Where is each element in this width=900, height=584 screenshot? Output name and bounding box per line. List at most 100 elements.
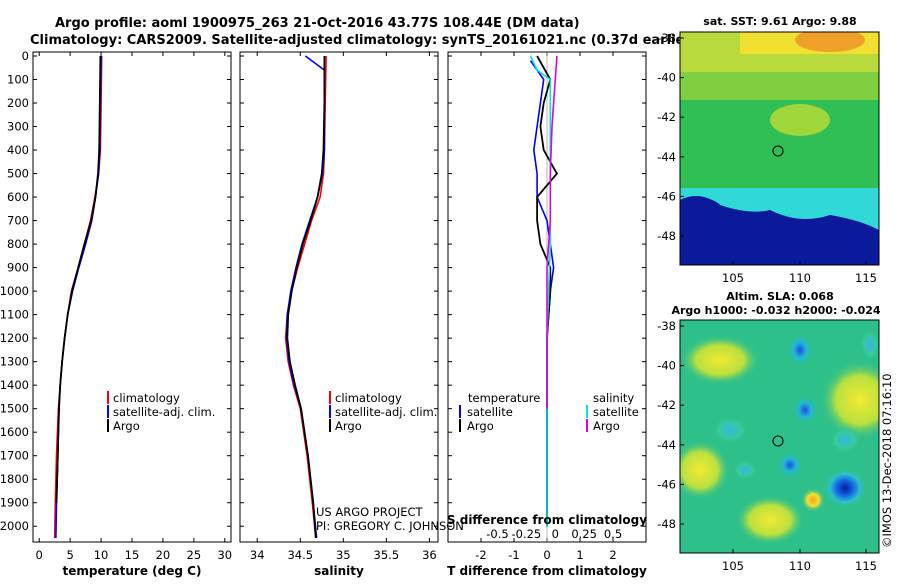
imos-timestamp: ©IMOS 13-Dec-2018 07:16:10 [880, 373, 894, 548]
depth-tick-label: 200 [7, 96, 29, 110]
map-y-tick-label: -46 [657, 189, 676, 203]
depth-tick-label: 1000 [0, 284, 29, 298]
series-line-temperature-profile-2 [55, 55, 102, 503]
depth-tick-label: 1100 [0, 308, 29, 322]
depth-tick-label: 1900 [0, 496, 29, 510]
legend-title-salinity: salinity [593, 391, 634, 405]
sla-map-subtitle: Argo h1000: -0.032 h2000: -0.024 [671, 304, 880, 317]
map-y-tick-label: -40 [657, 359, 676, 373]
salinity-axis-label: salinity [314, 564, 364, 578]
x-tick-label: -1 [508, 548, 519, 562]
depth-tick-label: 1500 [0, 402, 29, 416]
depth-tick-label: 1700 [0, 449, 29, 463]
x-tick-label: 34.5 [287, 548, 313, 562]
depth-tick-label: 400 [7, 143, 29, 157]
sla-map-frame [679, 319, 880, 554]
depth-axis: 0 100 200 300 400 500 600 700 800 900 1000 1100 1200… [0, 49, 646, 533]
map-y-tick-label: -42 [657, 398, 676, 412]
legend-label-t-satellite: satellite [467, 405, 513, 419]
x-tick-label: 34 [250, 548, 265, 562]
depth-tick-label: 2000 [0, 519, 29, 533]
legend-label-s-argo: Argo [593, 419, 620, 433]
depth-tick-label: 800 [7, 237, 29, 251]
series-line-salinity-profile-2 [286, 56, 326, 539]
x-tick-label: 1 [576, 548, 583, 562]
x-tick-label: 0 [543, 548, 550, 562]
map-y-tick-label: -38 [657, 319, 676, 333]
temperature-axis-label: temperature (deg C) [63, 564, 202, 578]
map-x-tick-label: 115 [855, 271, 877, 285]
depth-tick-label: 1200 [0, 331, 29, 345]
depth-tick-label: 1800 [0, 472, 29, 486]
figure-title-line2: Climatology: CARS2009. Satellite-adjuste… [30, 33, 697, 48]
map-y-tick-label: -42 [657, 110, 676, 124]
legend-label-climatology: climatology [113, 391, 180, 405]
x-tick-label: -2 [475, 548, 486, 562]
map-x-tick-label: 105 [722, 559, 744, 573]
sla-map-title: Altim. SLA: 0.068 [726, 290, 833, 303]
argo-float-marker [772, 435, 784, 447]
x-tick-label: 0 [36, 548, 43, 562]
salinity-legend: climatology satellite-adj. clim. Argo US… [316, 391, 464, 533]
legend-label-argo: Argo [335, 419, 362, 433]
x-tick-label: 5 [66, 548, 73, 562]
figure-title-line1: Argo profile: aoml 1900975_263 21-Oct-20… [55, 16, 580, 31]
x-tick-label: 35 [336, 548, 351, 562]
depth-tick-label: 900 [7, 261, 29, 275]
series-line-difference-profile-3 [546, 55, 558, 409]
sst-map-title: sat. SST: 9.61 Argo: 9.88 [703, 15, 856, 28]
x-tick-label: 10 [94, 548, 109, 562]
depth-tick-label: 0 [22, 49, 29, 63]
depth-tick-label: 600 [7, 190, 29, 204]
x-top-tick-label: 0 [552, 527, 559, 541]
sst-map-axes: -38 -40 -42 -44 -46 -48 105 110 115 [657, 31, 877, 285]
sla-map [680, 320, 879, 553]
x-top-tick-label: 0.5 [604, 527, 622, 541]
temperature-panel-frame [32, 51, 232, 543]
map-x-tick-label: 115 [855, 559, 877, 573]
legend-label-t-argo: Argo [467, 419, 494, 433]
x-tick-label: 2 [609, 548, 616, 562]
depth-tick-label: 1300 [0, 355, 29, 369]
legend-label-satellite: satellite-adj. clim. [113, 405, 215, 419]
legend-label-s-satellite: satellite [593, 405, 639, 419]
temperature-legend: climatology satellite-adj. clim. Argo [107, 391, 215, 433]
pi-credit: PI: GREGORY C. JOHNSON [316, 519, 464, 533]
depth-tick-label: 1400 [0, 378, 29, 392]
map-y-tick-label: -48 [657, 517, 676, 531]
map-x-tick-label: 110 [789, 271, 811, 285]
x-top-tick-label: 0.25 [571, 527, 597, 541]
x-tick-label: 15 [125, 548, 140, 562]
x-top-tick-label: -0.5 [486, 527, 508, 541]
map-y-tick-label: -40 [657, 71, 676, 85]
legend-label-argo: Argo [113, 419, 140, 433]
argo-float-marker [772, 145, 784, 157]
project-credit: US ARGO PROJECT [316, 505, 424, 519]
x-tick-label: 35.5 [374, 548, 400, 562]
map-y-tick-label: -44 [657, 150, 676, 164]
depth-tick-label: 700 [7, 214, 29, 228]
map-x-tick-label: 105 [722, 271, 744, 285]
salinity-panel-frame [239, 51, 439, 543]
map-y-tick-label: -48 [657, 229, 676, 243]
depth-tick-label: 100 [7, 73, 29, 87]
x-tick-label: 36 [422, 548, 437, 562]
difference-legend: temperature satellite Argo salinity sate… [459, 391, 639, 433]
t-difference-axis-label: T difference from climatology [447, 564, 647, 578]
legend-title-temperature: temperature [468, 391, 540, 405]
depth-tick-label: 300 [7, 120, 29, 134]
x-tick-label: 20 [156, 548, 171, 562]
map-x-tick-label: 110 [789, 559, 811, 573]
profile-series [53, 52, 558, 542]
sst-map [680, 32, 879, 265]
map-y-tick-label: -46 [657, 477, 676, 491]
x-tick-labels: 0 5 10 15 20 25 30 34 34.5 35 35.5 36 -2 -1 0 1 2 -0.5 -0.… [36, 527, 623, 562]
x-tick-label: 30 [217, 548, 232, 562]
s-difference-axis-label: S difference from climatology [447, 513, 647, 527]
depth-tick-label: 1600 [0, 425, 29, 439]
sst-map-frame [679, 31, 880, 266]
depth-tick-label: 500 [7, 167, 29, 181]
panel-ticks [38, 52, 614, 542]
x-top-tick-label: -0.25 [511, 527, 541, 541]
